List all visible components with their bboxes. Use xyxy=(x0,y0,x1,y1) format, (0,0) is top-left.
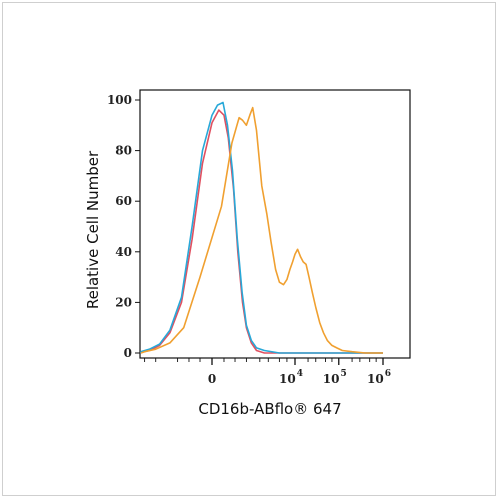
x-tick-label: 104 xyxy=(279,369,303,386)
x-tick-label: 0 xyxy=(208,372,216,386)
x-axis-title: CD16b-ABflo® 647 xyxy=(198,400,341,418)
x-tick-label: 105 xyxy=(323,369,347,386)
chart-frame xyxy=(2,2,496,496)
x-tick-label: 106 xyxy=(367,369,391,386)
plot-area-border xyxy=(139,89,411,359)
histogram-line-3 xyxy=(140,106,383,354)
y-tick-label: 40 xyxy=(115,245,132,259)
y-tick-label: 80 xyxy=(115,144,132,158)
y-tick-label: 60 xyxy=(115,194,132,208)
y-axis-title: Relative Cell Number xyxy=(84,150,102,309)
y-tick-label: 100 xyxy=(107,93,132,107)
y-tick-label: 0 xyxy=(124,346,132,360)
histogram-line-1 xyxy=(140,109,383,354)
histogram-line-2 xyxy=(140,101,383,354)
y-tick-label: 20 xyxy=(115,295,132,309)
